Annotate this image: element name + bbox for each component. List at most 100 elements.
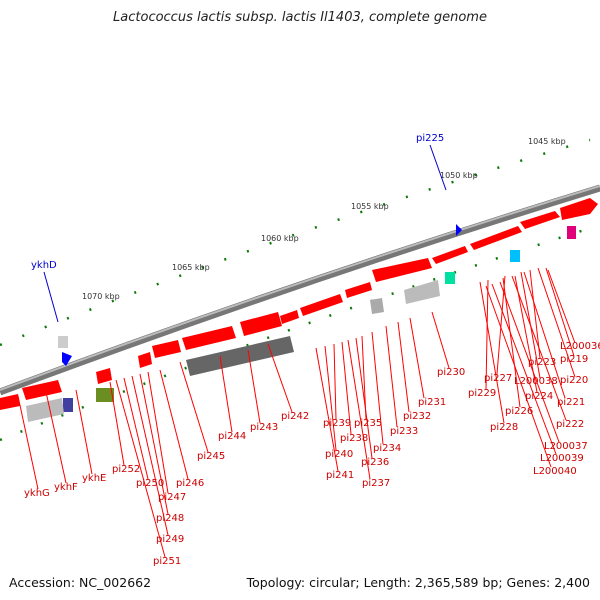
gene-label[interactable]: L200040 [533, 466, 577, 477]
callout-line [179, 361, 209, 453]
rna-feature[interactable] [445, 272, 455, 284]
gene-label[interactable]: pi242 [281, 411, 309, 422]
gene-label[interactable]: ykhG [24, 488, 50, 499]
cds-feature[interactable] [520, 211, 560, 229]
callout-line [109, 381, 125, 466]
callout-line [147, 371, 169, 494]
cds-feature[interactable] [432, 246, 468, 264]
gene-label[interactable]: L200036 [560, 341, 600, 352]
gene-label[interactable]: pi220 [560, 375, 588, 386]
grey-feature[interactable] [186, 336, 294, 376]
rna-feature[interactable] [510, 250, 520, 262]
gene-label[interactable]: pi231 [418, 397, 446, 408]
genome-summary-text: Topology: circular; Length: 2,365,589 bp… [246, 575, 590, 590]
gene-label[interactable]: pi250 [136, 478, 164, 489]
gene-label[interactable]: pi227 [484, 373, 512, 384]
callout-line [491, 283, 557, 455]
cds-feature[interactable] [96, 368, 112, 384]
grey-feature[interactable] [370, 298, 384, 314]
cds-feature[interactable] [152, 340, 181, 358]
gene-label[interactable]: pi244 [218, 431, 246, 442]
gene-label[interactable]: pi240 [325, 449, 353, 460]
callout-line [123, 377, 149, 480]
callout-line [347, 339, 371, 480]
scale-label: 1060 kbp [261, 234, 299, 243]
gene-label[interactable]: L200037 [544, 441, 588, 452]
gene-label[interactable]: pi241 [326, 470, 354, 481]
callout-line [397, 321, 410, 413]
gene-label[interactable]: pi239 [323, 418, 351, 429]
callout-line [315, 347, 339, 472]
grey-feature[interactable] [404, 280, 440, 304]
callout-line [409, 317, 425, 399]
callout-line [529, 269, 541, 359]
callout-line [159, 369, 189, 480]
grey-feature[interactable] [26, 398, 64, 422]
gene-label[interactable]: pi222 [556, 419, 584, 430]
scale-label: 1050 kbp [440, 171, 478, 180]
gene-label[interactable]: ykhE [82, 473, 106, 484]
gene-label[interactable]: pi236 [361, 457, 389, 468]
gene-label[interactable]: pi247 [158, 492, 186, 503]
gene-label[interactable]: pi219 [560, 354, 588, 365]
callout-line [219, 355, 233, 433]
blue-marker[interactable] [456, 224, 462, 236]
rna-feature[interactable] [567, 226, 576, 239]
cds-feature[interactable] [300, 294, 343, 316]
gene-label[interactable]: pi226 [505, 406, 533, 417]
gene-label-blue[interactable]: ykhD [31, 260, 57, 271]
callout-line [431, 311, 450, 369]
gene-label[interactable]: pi251 [153, 556, 181, 567]
cds-feature[interactable] [372, 258, 432, 282]
gene-label[interactable]: pi252 [112, 464, 140, 475]
cds-feature[interactable] [0, 394, 20, 410]
callout-line [479, 281, 505, 424]
cds-feature[interactable] [240, 312, 282, 336]
gene-label[interactable]: pi237 [362, 478, 390, 489]
gene-label[interactable]: L200038 [514, 376, 558, 387]
feature-box[interactable] [63, 398, 73, 412]
callout-line [537, 267, 576, 378]
cds-feature[interactable] [560, 198, 598, 220]
gene-label[interactable]: pi233 [390, 426, 418, 437]
cds-row-forward [0, 198, 598, 410]
gene-label[interactable]: pi229 [468, 388, 496, 399]
cds-feature[interactable] [470, 226, 522, 250]
gene-label[interactable]: ykhF [54, 482, 78, 493]
accession-text: Accession: NC_002662 [9, 575, 152, 590]
callout-line [545, 267, 575, 357]
cds-feature[interactable] [280, 310, 299, 324]
callout-line [485, 279, 489, 390]
callout-line [371, 331, 384, 445]
gene-label[interactable]: pi230 [437, 367, 465, 378]
cds-feature[interactable] [22, 380, 62, 400]
callout-line [485, 285, 552, 468]
gene-label[interactable]: pi221 [557, 397, 585, 408]
gene-label-blue[interactable]: pi225 [416, 133, 444, 144]
cds-feature[interactable] [345, 282, 372, 298]
cds-feature[interactable] [182, 326, 236, 350]
gene-label[interactable]: pi235 [354, 418, 382, 429]
grey-feature[interactable] [58, 336, 68, 348]
callout-line [131, 375, 169, 536]
gene-label[interactable]: pi228 [490, 422, 518, 433]
scale-label: 1055 kbp [351, 202, 389, 211]
gene-label[interactable]: pi232 [403, 411, 431, 422]
gene-label[interactable]: pi249 [156, 534, 184, 545]
gene-label[interactable]: L200039 [540, 453, 584, 464]
gene-label[interactable]: pi248 [156, 513, 184, 524]
callout-line [355, 337, 373, 459]
gene-label[interactable]: pi224 [525, 391, 553, 402]
gene-label[interactable]: pi245 [197, 451, 225, 462]
gene-label[interactable]: pi223 [528, 357, 556, 368]
feature-box[interactable] [96, 388, 114, 402]
cds-feature[interactable] [138, 352, 152, 368]
gene-label[interactable]: pi238 [340, 433, 368, 444]
gene-label[interactable]: pi246 [176, 478, 204, 489]
gene-label[interactable]: pi234 [373, 443, 401, 454]
scale-label: 1065 kbp [172, 263, 210, 272]
gene-label[interactable]: pi243 [250, 422, 278, 433]
gene-labels: L200036 pi219 pi223 L200038 pi220 pi227 pi224 p… [24, 341, 600, 567]
blue-marker[interactable] [62, 352, 72, 366]
